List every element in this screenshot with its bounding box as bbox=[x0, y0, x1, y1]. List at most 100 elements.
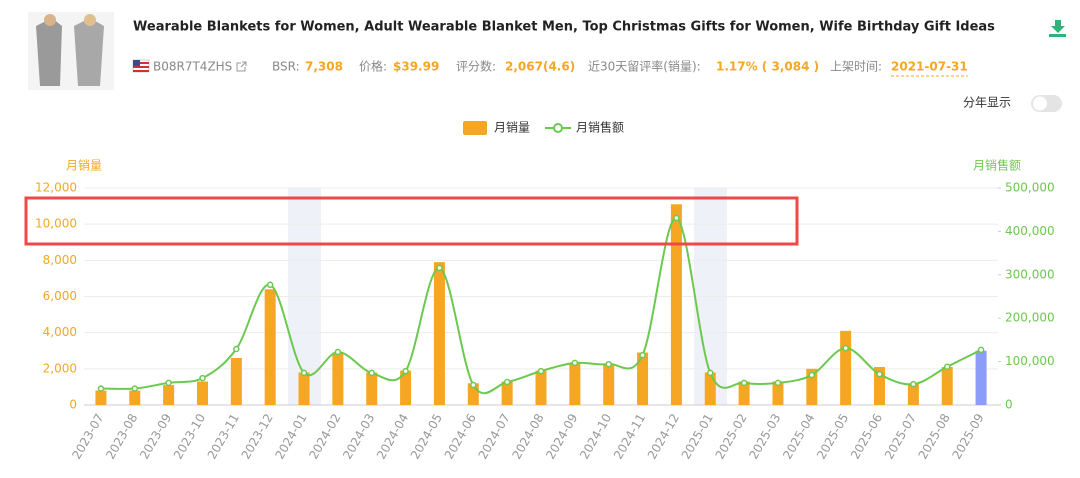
x-tick-label: 2025-08 bbox=[916, 411, 953, 461]
legend-swatch bbox=[553, 123, 563, 133]
bar bbox=[433, 262, 445, 405]
bar bbox=[704, 372, 716, 405]
line-point bbox=[199, 374, 206, 382]
bar bbox=[772, 381, 784, 405]
line-point bbox=[165, 379, 172, 387]
bar bbox=[400, 370, 412, 405]
stat-value: 2,067(4.6) bbox=[505, 60, 575, 74]
line-point bbox=[97, 385, 105, 392]
line-point bbox=[740, 379, 748, 387]
bar bbox=[637, 352, 649, 405]
y2-tick-label: 500,000 bbox=[1005, 181, 1055, 195]
line-point bbox=[131, 385, 139, 392]
line-point bbox=[300, 369, 308, 377]
x-tick-label: 2025-02 bbox=[713, 411, 750, 461]
legend-label[interactable]: 月销售额 bbox=[576, 120, 624, 135]
x-tick-label: 2025-07 bbox=[882, 411, 919, 461]
line-point bbox=[571, 359, 579, 367]
toggle-switch[interactable] bbox=[1031, 95, 1062, 112]
x-tick-label: 2024-04 bbox=[374, 411, 411, 461]
x-tick-label: 2023-09 bbox=[137, 411, 174, 461]
stat-value: 2021-07-31 bbox=[891, 60, 968, 74]
x-tick-label: 2024-12 bbox=[645, 411, 682, 461]
bar bbox=[501, 381, 513, 405]
bar bbox=[806, 368, 818, 405]
x-tick-label: 2024-11 bbox=[611, 411, 648, 461]
line-point bbox=[639, 351, 646, 359]
stat-label: BSR: bbox=[272, 60, 300, 74]
line-point bbox=[503, 378, 511, 386]
line-point bbox=[808, 371, 816, 379]
x-tick-label: 2024-10 bbox=[577, 411, 614, 461]
y2-tick-label: 400,000 bbox=[1005, 224, 1055, 238]
x-tick-label: 2024-01 bbox=[272, 411, 309, 461]
bar bbox=[264, 289, 276, 405]
bar bbox=[196, 381, 208, 405]
download-icon[interactable] bbox=[1049, 20, 1066, 37]
y2-tick-label: 200,000 bbox=[1005, 311, 1055, 325]
bar bbox=[298, 372, 310, 405]
bar bbox=[332, 352, 344, 405]
stat-label: 评分数: bbox=[456, 59, 496, 74]
line-point bbox=[910, 380, 917, 388]
toggle-label: 分年显示 bbox=[963, 96, 1011, 110]
y2-axis-title: 月销售额 bbox=[973, 158, 1021, 173]
stat-label: 近30天留评率(销量): bbox=[588, 59, 701, 74]
line-point bbox=[605, 360, 612, 368]
line-point bbox=[673, 214, 680, 222]
x-tick-label: 2025-04 bbox=[780, 411, 817, 461]
x-tick-label: 2023-10 bbox=[171, 411, 208, 461]
bar bbox=[163, 385, 175, 405]
x-tick-label: 2024-07 bbox=[476, 411, 513, 461]
stat-label: 价格: bbox=[359, 59, 387, 74]
x-tick-label: 2025-09 bbox=[950, 411, 987, 461]
x-tick-label: 2025-05 bbox=[814, 411, 851, 461]
legend-label[interactable]: 月销量 bbox=[494, 121, 530, 135]
line-point bbox=[977, 346, 985, 354]
highlight-box bbox=[24, 196, 799, 246]
bar bbox=[670, 204, 682, 405]
x-tick-label: 2025-01 bbox=[679, 411, 716, 461]
y-tick-label: 12,000 bbox=[35, 181, 77, 195]
line-point bbox=[537, 367, 545, 375]
us-flag bbox=[132, 59, 150, 73]
y-tick-label: 4,000 bbox=[43, 325, 77, 339]
line-point bbox=[266, 281, 274, 289]
bar bbox=[874, 367, 886, 405]
bar bbox=[230, 357, 242, 405]
y-axis-title: 月销量 bbox=[66, 159, 102, 173]
y2-tick-label: 100,000 bbox=[1005, 354, 1055, 368]
legend-swatch bbox=[463, 121, 487, 135]
bar bbox=[907, 383, 919, 405]
line-point bbox=[876, 370, 883, 378]
stat-value: 7,308 bbox=[305, 60, 343, 74]
line-point bbox=[334, 348, 342, 356]
bar bbox=[738, 381, 750, 405]
bar bbox=[569, 363, 581, 405]
y-tick-label: 0 bbox=[69, 398, 77, 412]
bar bbox=[840, 330, 852, 405]
y2-tick-label: 300,000 bbox=[1005, 267, 1055, 281]
x-tick-label: 2024-05 bbox=[408, 411, 445, 461]
x-tick-label: 2025-03 bbox=[746, 411, 783, 461]
bar bbox=[467, 383, 479, 405]
x-tick-label: 2024-06 bbox=[442, 411, 479, 461]
line-point bbox=[233, 345, 240, 353]
asin[interactable]: B08R7T4ZHS bbox=[153, 60, 232, 74]
line-point bbox=[436, 264, 443, 272]
bar bbox=[535, 370, 547, 405]
product-title: Wearable Blankets for Women, Adult Weara… bbox=[133, 20, 995, 35]
x-tick-label: 2024-03 bbox=[340, 411, 377, 461]
x-tick-label: 2024-09 bbox=[543, 411, 580, 461]
external-link-icon[interactable] bbox=[236, 61, 247, 72]
line-point bbox=[402, 367, 409, 375]
line-point bbox=[368, 369, 375, 377]
y-tick-label: 8,000 bbox=[43, 253, 77, 267]
bar bbox=[129, 390, 141, 405]
stat-value: 1.17% ( 3,084 ) bbox=[716, 60, 819, 74]
y-tick-label: 2,000 bbox=[43, 361, 77, 375]
line-point bbox=[707, 369, 714, 377]
bar bbox=[366, 372, 378, 405]
